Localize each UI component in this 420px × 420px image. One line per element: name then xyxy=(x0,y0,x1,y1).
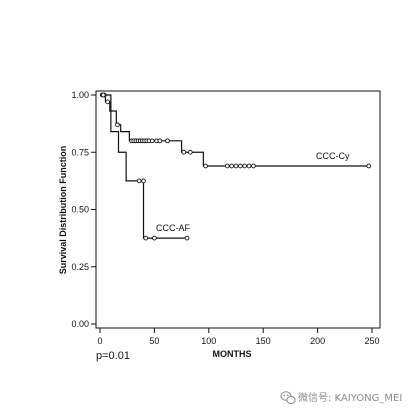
y-tick-label: 0.25 xyxy=(71,262,89,272)
censor-mark xyxy=(187,149,193,155)
x-tick-label: 250 xyxy=(364,336,379,346)
censor-mark xyxy=(165,138,170,144)
survival-curve-ccc-af xyxy=(100,94,188,239)
censor-mark xyxy=(152,235,157,241)
watermark-text: 微信号: KAIYONG_MEI xyxy=(298,391,402,404)
p-value: p=0.01 xyxy=(96,350,130,362)
series-layer xyxy=(99,92,372,241)
plot-frame xyxy=(95,90,381,329)
censor-mark xyxy=(251,163,256,169)
y-axis-title: Survival Distribution Function xyxy=(58,146,68,275)
censor-mark xyxy=(100,92,106,98)
y-tick-label: 1.00 xyxy=(71,90,89,100)
x-tick-label: 150 xyxy=(256,336,271,346)
censor-mark xyxy=(181,149,187,155)
x-tick-label: 0 xyxy=(97,336,102,346)
y-axis: 0.00 0.25 0.50 0.75 1.00 xyxy=(71,90,96,329)
censor-mark xyxy=(143,235,149,241)
censor-mark xyxy=(366,163,372,169)
x-axis-title: MONTHS xyxy=(213,349,252,359)
censor-mark xyxy=(141,178,146,184)
x-axis: 0 50 100 150 200 250 xyxy=(97,328,380,346)
x-tick-label: 50 xyxy=(149,336,159,346)
y-tick-label: 0.50 xyxy=(71,205,89,215)
censor-mark xyxy=(157,138,163,144)
censor-mark xyxy=(184,235,190,241)
censor-mark xyxy=(242,163,248,169)
censor-mark xyxy=(246,163,252,169)
wechat-icon xyxy=(280,391,296,404)
series-ccc-af xyxy=(100,92,190,241)
censor-mark xyxy=(149,138,155,144)
censor-mark xyxy=(229,163,234,169)
y-tick-label: 0.00 xyxy=(71,319,89,329)
censor-mark xyxy=(233,163,239,169)
series-label-ccc-cy: CCC-Cy xyxy=(316,151,350,161)
censor-mark xyxy=(136,178,142,184)
watermark: 微信号: KAIYONG_MEI xyxy=(280,391,402,404)
censor-mark xyxy=(238,163,243,169)
censor-mark xyxy=(224,163,230,169)
x-tick-label: 200 xyxy=(310,336,325,346)
series-label-ccc-af: CCC-AF xyxy=(156,223,190,233)
y-tick-label: 0.75 xyxy=(71,147,89,157)
censor-mark xyxy=(105,99,110,105)
censor-mark xyxy=(203,163,208,169)
x-tick-label: 100 xyxy=(201,336,216,346)
censor-mark xyxy=(115,122,120,128)
